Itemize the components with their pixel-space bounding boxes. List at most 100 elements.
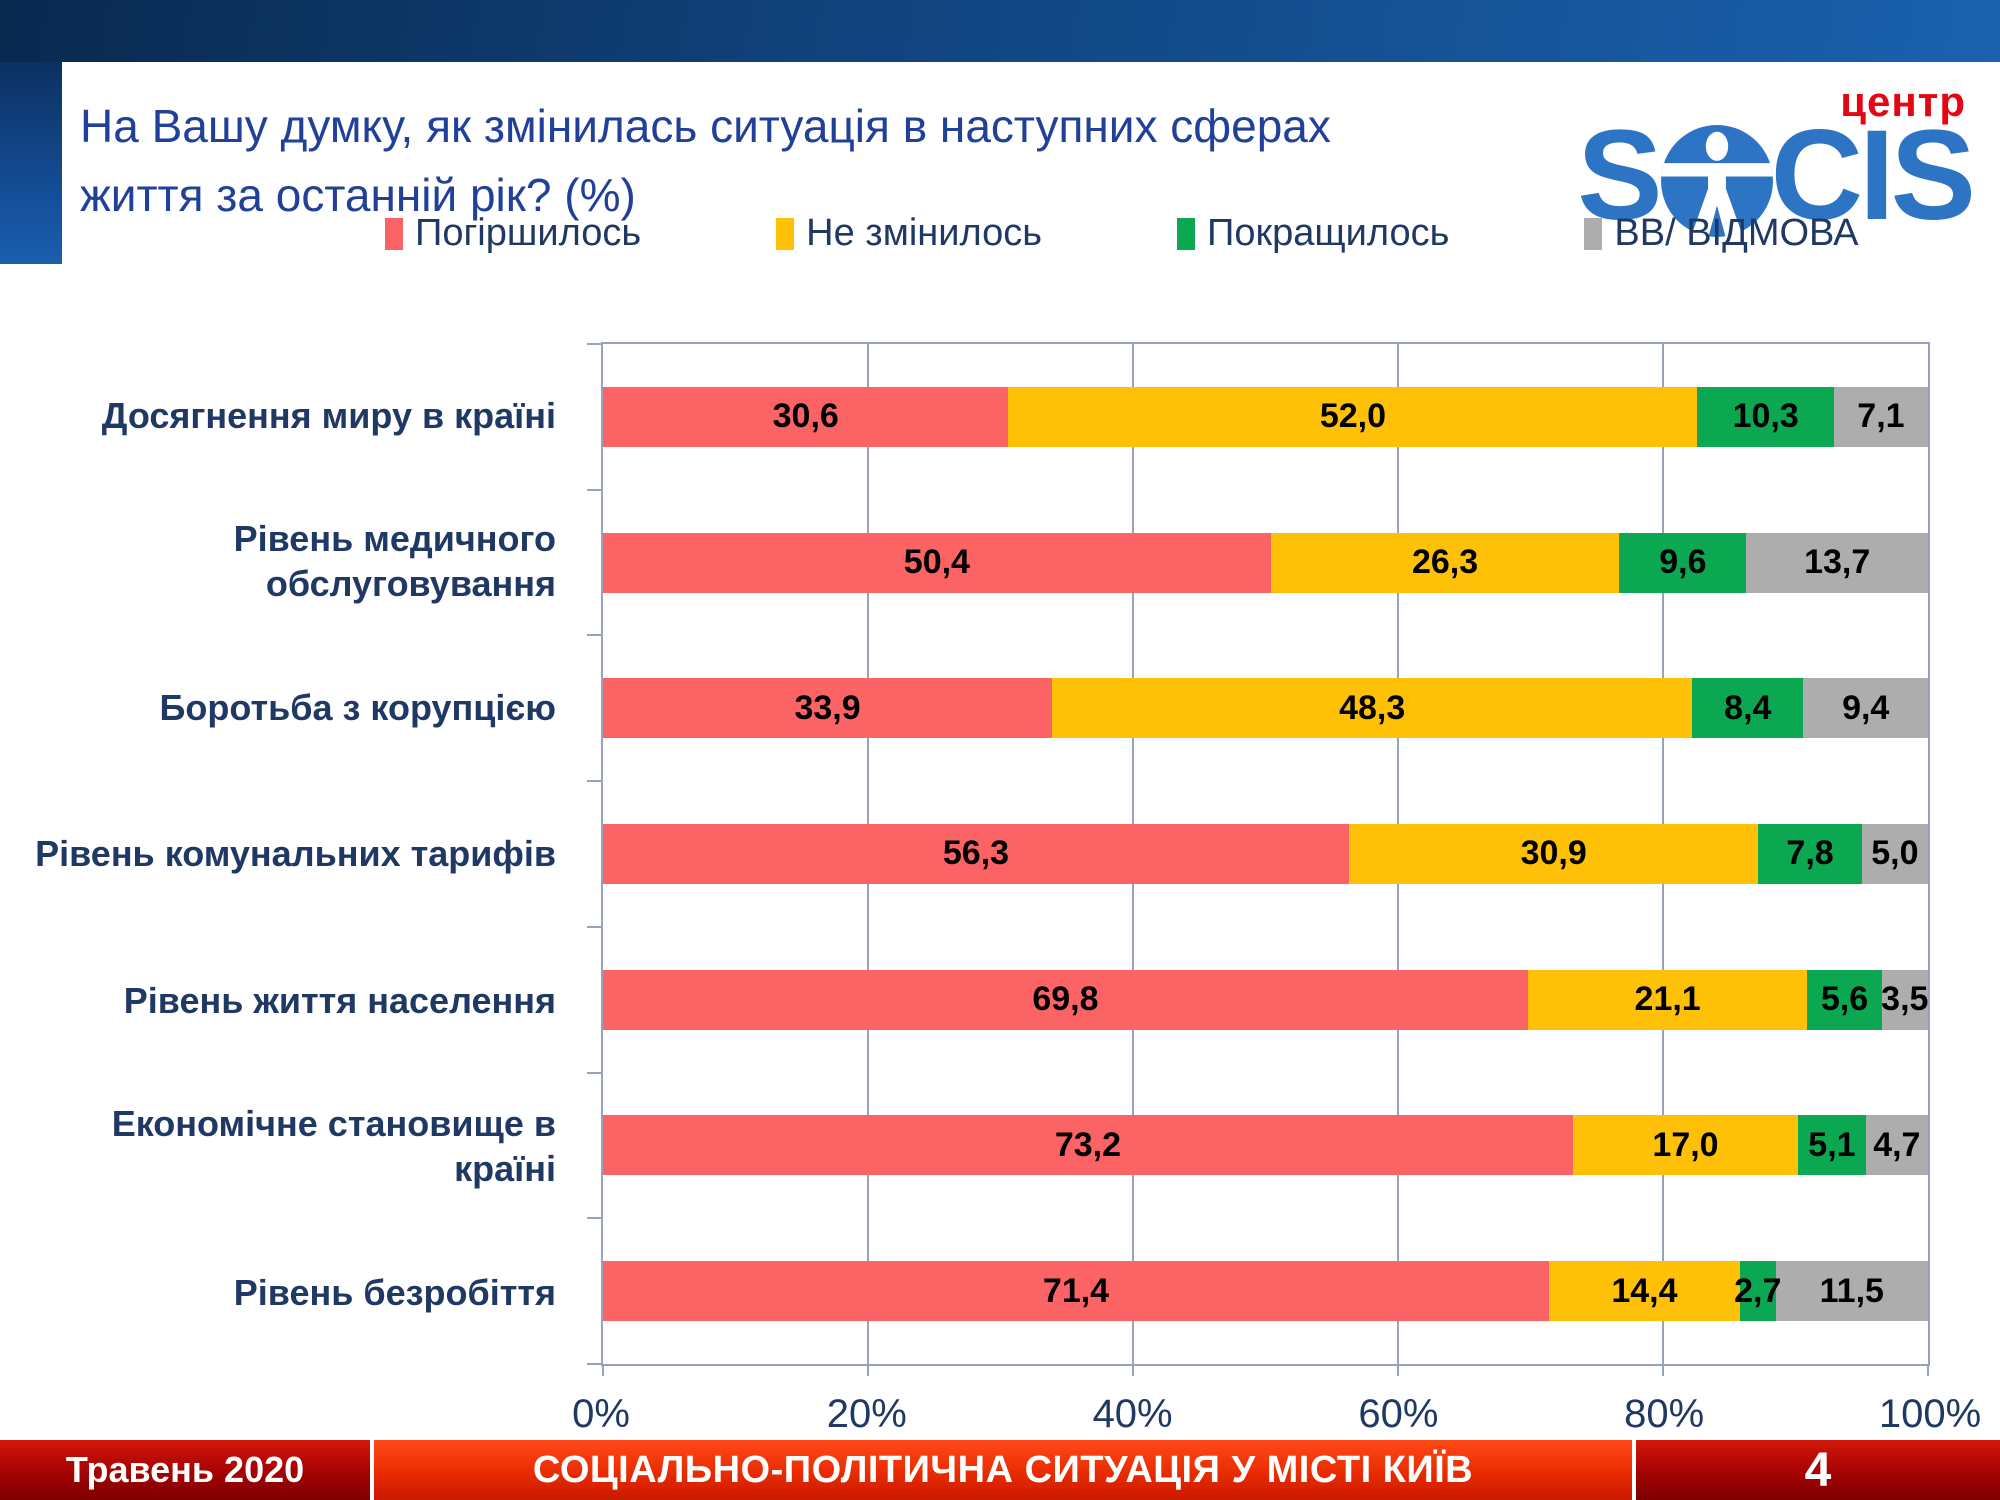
value-label: 17,0 (1652, 1125, 1719, 1164)
legend-label: Погіршилось (415, 212, 642, 254)
x-tick-label: 0% (572, 1392, 630, 1436)
bar-segment-refuse: 4,7 (1865, 1115, 1928, 1176)
legend-item: Погіршилось (385, 212, 641, 255)
category-label: Досягнення миру в країні (101, 394, 556, 436)
legend-item: Покращилось (1177, 212, 1449, 255)
left-banner (0, 62, 62, 264)
category-labels: Досягнення миру в країні Рівень медичного… (0, 342, 578, 1366)
chart-legend: Погіршилось Не змінилось Покращилось ВВ/ ВІ… (385, 212, 1858, 255)
legend-swatch (1584, 217, 1603, 250)
value-label: 73,2 (1054, 1125, 1122, 1164)
bar-segment-refuse: 7,1 (1833, 386, 1928, 447)
bar-row: 69,8 21,1 5,6 3,5 (603, 927, 1928, 1073)
bar-row: 56,3 30,9 7,8 5,0 (603, 781, 1928, 927)
category-label: Рівень життя населення (123, 979, 556, 1021)
x-axis-labels: 0% 20% 40% 60% 80% 100% (572, 1392, 1981, 1442)
category-label: Рівень безробіття (233, 1272, 556, 1314)
bar-row: 73,2 17,0 5,1 4,7 (603, 1073, 1928, 1219)
bar-segment-worse: 69,8 (603, 969, 1528, 1030)
bar-segment-same: 52,0 (1008, 386, 1698, 447)
logo-tagline: центр (1840, 78, 1966, 125)
logo-person-icon (1660, 125, 1773, 237)
value-label: 69,8 (1032, 980, 1099, 1019)
x-axis-tick (602, 1364, 604, 1376)
bar-segment-better: 9,6 (1619, 532, 1747, 593)
bar-segment-worse: 50,4 (603, 532, 1271, 593)
bar-segment-better: 7,8 (1758, 823, 1862, 884)
legend-item: Не змінилось (776, 212, 1042, 255)
logo-wordmark: S CIS (1552, 104, 1976, 247)
bar-row: 71,4 14,4 2,7 11,5 (603, 1218, 1928, 1364)
bar-segment-worse: 56,3 (603, 823, 1349, 884)
value-label: 5,6 (1820, 980, 1869, 1019)
y-axis-tick (587, 1217, 603, 1220)
stacked-bar: 56,3 30,9 7,8 5,0 (603, 823, 1928, 884)
value-label: 48,3 (1339, 688, 1406, 727)
value-label: 33,9 (794, 688, 861, 727)
value-label: 56,3 (942, 834, 1010, 873)
bar-segment-refuse: 5,0 (1861, 823, 1928, 884)
stacked-bar: 33,9 48,3 8,4 9,4 (603, 678, 1928, 739)
x-axis-tick (1397, 1364, 1399, 1376)
x-axis-tick (1927, 1364, 1929, 1376)
bar-segment-same: 17,0 (1572, 1115, 1799, 1176)
value-label: 30,6 (772, 397, 839, 436)
value-label: 9,6 (1659, 543, 1707, 582)
value-label: 11,5 (1819, 1271, 1884, 1310)
category-label: Економічне становище в країні (111, 1103, 556, 1190)
bar-segment-same: 30,9 (1348, 823, 1759, 884)
stacked-bar: 71,4 14,4 2,7 11,5 (603, 1261, 1928, 1322)
value-label: 71,4 (1042, 1271, 1110, 1310)
y-axis-tick (587, 488, 603, 491)
top-banner (0, 0, 2000, 62)
value-label: 8,4 (1724, 688, 1772, 727)
bar-segment-better: 2,7 (1734, 1261, 1781, 1322)
legend-label: Не змінилось (806, 212, 1043, 254)
socis-logo: центр S CIS (1552, 78, 1976, 247)
bar-segment-better: 5,1 (1798, 1115, 1866, 1176)
plot-area: 30,6 52,0 10,3 7,1 50,4 26,3 9,6 13,7 33,9 48,3 8,… (587, 342, 1930, 1376)
bar-segment-refuse: 11,5 (1775, 1261, 1928, 1322)
footer-page-number: 4 (1636, 1440, 2000, 1500)
stacked-bar: 73,2 17,0 5,1 4,7 (603, 1115, 1928, 1176)
bar-segment-worse: 33,9 (603, 678, 1053, 739)
legend-label: Покращилось (1207, 212, 1450, 254)
legend-item: ВВ/ ВІДМОВА (1584, 212, 1858, 255)
y-axis-tick (587, 1071, 603, 1074)
y-axis-tick (587, 634, 603, 637)
value-label: 5,1 (1808, 1125, 1856, 1164)
footer-date: Травень 2020 (0, 1440, 370, 1500)
bar-segment-refuse: 13,7 (1746, 532, 1928, 593)
bar-segment-same: 48,3 (1052, 678, 1693, 739)
x-tick-label: 20% (826, 1392, 907, 1436)
bar-segment-better: 5,6 (1807, 969, 1882, 1030)
bar-segment-worse: 71,4 (603, 1261, 1550, 1322)
logo-letters-cis: CIS (1770, 104, 1976, 247)
category-label: Рівень медичного обслуговування (233, 518, 556, 605)
stacked-bar: 69,8 21,1 5,6 3,5 (603, 969, 1928, 1030)
legend-label: ВВ/ ВІДМОВА (1614, 212, 1859, 254)
value-label: 50,4 (903, 543, 970, 582)
y-axis-tick (587, 1363, 603, 1365)
value-label: 9,4 (1842, 688, 1890, 727)
footer: Травень 2020 СОЦІАЛЬНО-ПОЛІТИЧНА СИТУАЦІ… (0, 1440, 2000, 1500)
value-label: 10,3 (1732, 397, 1799, 436)
x-tick-label: 80% (1624, 1392, 1705, 1436)
legend-swatch (1177, 217, 1196, 250)
bar-row: 30,6 52,0 10,3 7,1 (603, 344, 1928, 490)
value-label: 30,9 (1520, 834, 1587, 873)
x-axis-tick (1132, 1364, 1134, 1376)
category-label: Рівень комунальних тарифів (35, 833, 556, 875)
value-label: 14,4 (1611, 1271, 1678, 1310)
x-axis-tick (867, 1364, 869, 1376)
bar-segment-worse: 73,2 (603, 1115, 1573, 1176)
y-axis-tick (587, 780, 603, 783)
value-label: 7,1 (1857, 397, 1905, 436)
bar-segment-refuse: 3,5 (1881, 969, 1928, 1030)
bar-row: 33,9 48,3 8,4 9,4 (603, 635, 1928, 781)
stacked-bar: 50,4 26,3 9,6 13,7 (603, 532, 1928, 593)
y-axis-tick (587, 343, 603, 345)
bar-segment-better: 8,4 (1692, 678, 1804, 739)
value-label: 2,7 (1734, 1271, 1782, 1310)
